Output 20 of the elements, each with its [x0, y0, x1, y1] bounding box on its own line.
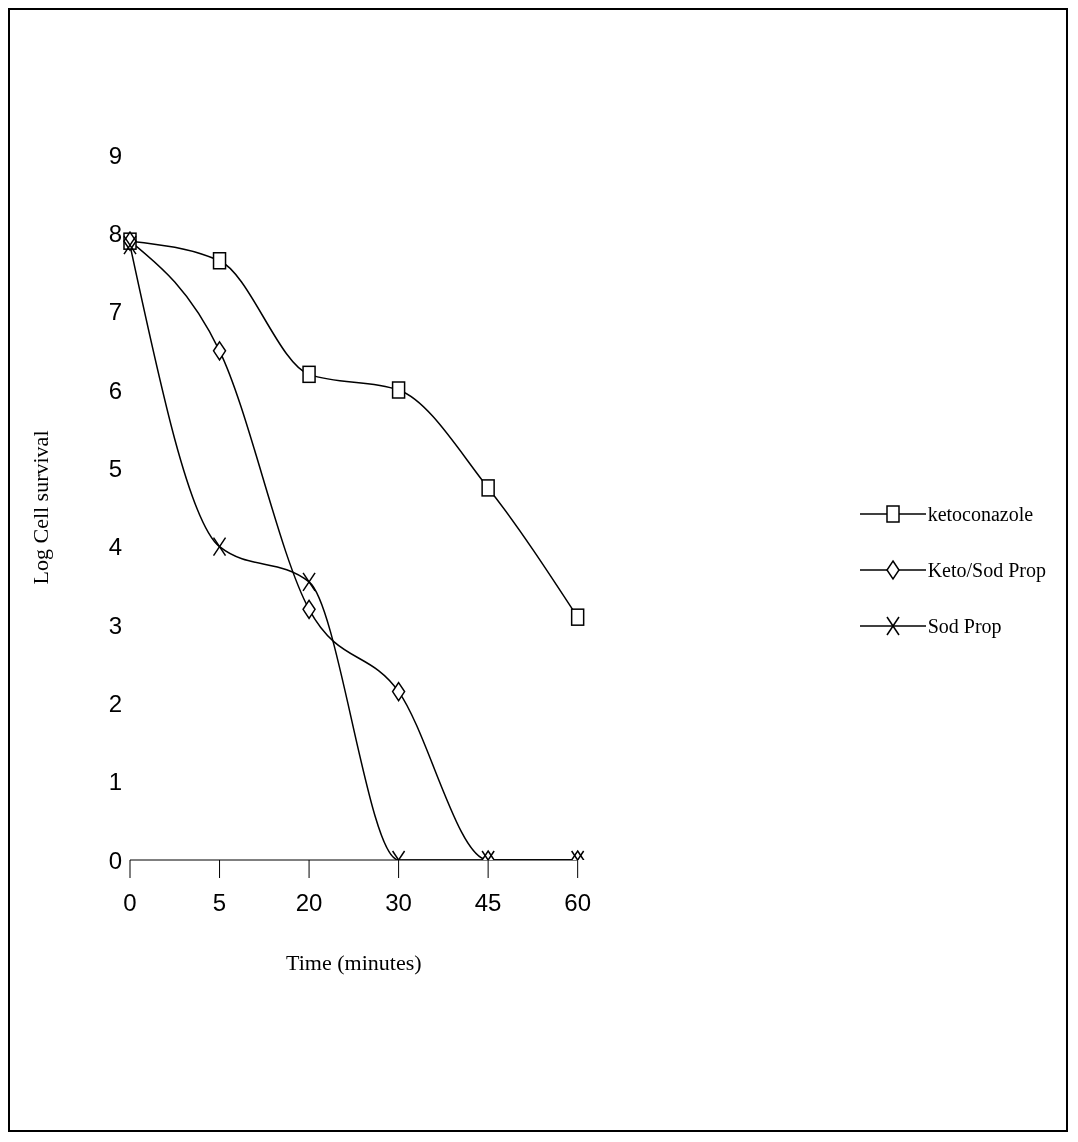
x-tick-label: 20	[295, 889, 323, 917]
x-tick-label: 60	[564, 889, 592, 917]
y-tick-label: 5	[108, 454, 122, 482]
y-tick-label: 3	[108, 611, 122, 639]
y-tick-label: 0	[108, 846, 122, 874]
x-tick-label: 30	[385, 889, 412, 917]
y-tick-label: 7	[108, 298, 122, 326]
x-tick-label: 5	[212, 889, 227, 917]
legend-label: Sod Prop	[927, 614, 1002, 638]
y-tick-label: 1	[108, 768, 122, 796]
y-tick-label: 9	[108, 141, 122, 169]
y-tick-label: 4	[108, 533, 122, 561]
x-axis-title: Time (minutes)	[286, 950, 422, 975]
y-tick-label: 8	[108, 219, 122, 247]
x-tick-label: 45	[474, 889, 502, 917]
legend-label: ketoconazole	[927, 502, 1034, 526]
legend-label: Keto/Sod Prop	[927, 558, 1046, 582]
y-tick-label: 2	[108, 689, 122, 717]
y-axis-title: Log Cell survival	[27, 430, 53, 585]
y-tick-label: 6	[108, 376, 122, 404]
